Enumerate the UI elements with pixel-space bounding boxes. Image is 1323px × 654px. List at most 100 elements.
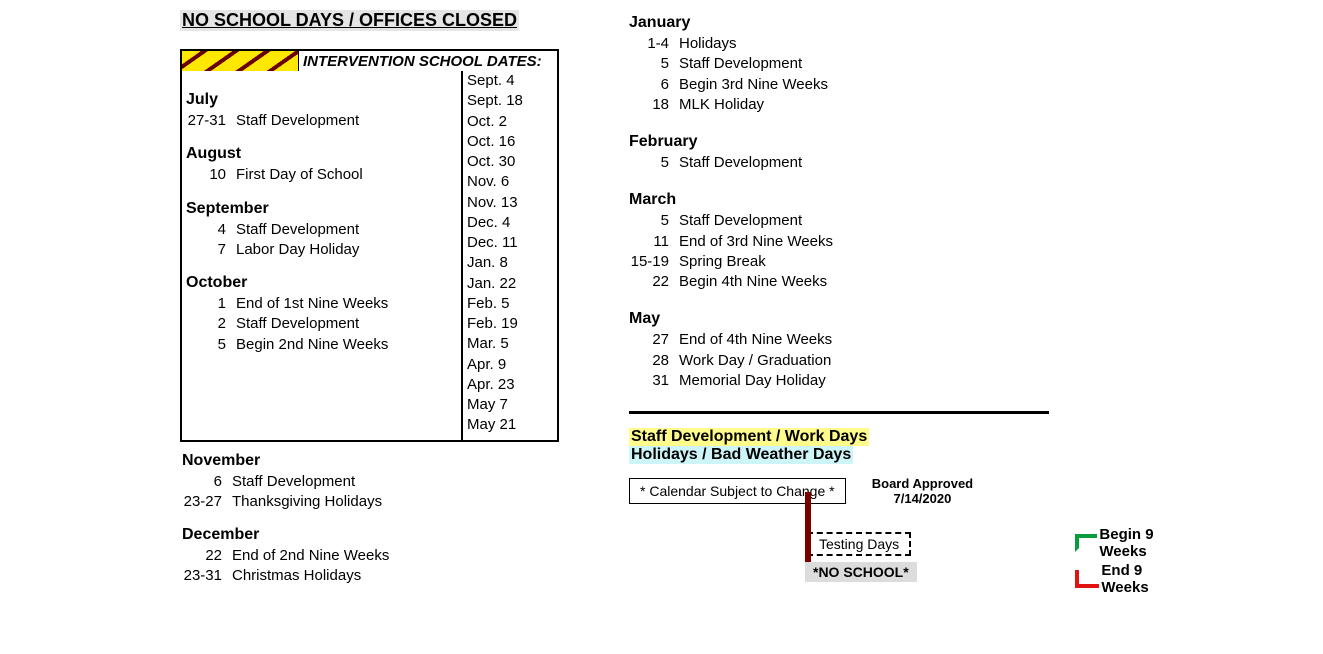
event-row: 6Staff Development [182,472,559,492]
event-day: 4 [186,220,236,240]
event-row: 15-19Spring Break [629,252,1049,272]
month-heading: July [186,91,455,109]
month-block: November6Staff Development23-27Thanksgiv… [182,452,559,513]
event-row: 1-4Holidays [629,34,1049,54]
event-text: Spring Break [679,252,766,272]
legend-separator [629,411,1049,414]
event-text: Begin 2nd Nine Weeks [236,335,388,355]
month-block: September 4Staff Development7Labor Day Ho… [186,200,455,261]
intervention-date: Dec. 11 [467,233,553,253]
event-text: Staff Development [679,54,802,74]
legend-holidays: Holidays / Bad Weather Days [629,446,853,464]
page-title: NO SCHOOL DAYS / OFFICES CLOSED [180,10,519,31]
intervention-date: Feb. 19 [467,314,553,334]
intervention-date: Jan. 8 [467,253,553,273]
event-day: 6 [182,472,232,492]
month-heading: November [182,452,559,470]
event-day: 22 [182,546,232,566]
event-row: 28Work Day / Graduation [629,351,1049,371]
event-row: 22End of 2nd Nine Weeks [182,546,559,566]
event-text: Staff Development [679,211,802,231]
event-row: 6Begin 3rd Nine Weeks [629,75,1049,95]
begin-9-weeks-icon [1075,534,1097,552]
month-block: May27End of 4th Nine Weeks28Work Day / G… [629,310,1049,391]
event-text: Begin 3rd Nine Weeks [679,75,828,95]
event-day: 22 [629,272,679,292]
event-day: 5 [186,335,236,355]
month-heading: September [186,200,455,218]
intervention-box: INTERVENTION SCHOOL DATES: July27-31Staf… [180,49,559,442]
event-row: 5Begin 2nd Nine Weeks [186,335,455,355]
event-text: Staff Development [232,472,355,492]
event-text: Staff Development [236,220,359,240]
event-row: 31Memorial Day Holiday [629,371,1049,391]
month-heading: January [629,14,1049,32]
event-day: 31 [629,371,679,391]
intervention-date: Sept. 18 [467,91,553,111]
hatch-pattern [182,51,299,71]
legend-begin-9-weeks: Begin 9 Weeks [1099,526,1160,560]
month-heading: August [186,145,455,163]
event-day: 5 [629,54,679,74]
month-block: October1End of 1st Nine Weeks2Staff Deve… [186,274,455,355]
event-row: 22Begin 4th Nine Weeks [629,272,1049,292]
event-row: 27-31Staff Development [186,111,455,131]
month-heading: March [629,191,1049,209]
intervention-dates-list: Sept. 4Sept. 18Oct. 2Oct. 16Oct. 30Nov. … [461,71,557,440]
legend-testing-days: Testing Days [807,532,911,556]
event-day: 1-4 [629,34,679,54]
event-day: 1 [186,294,236,314]
intervention-date: Mar. 5 [467,334,553,354]
intervention-date: Dec. 4 [467,213,553,233]
month-heading: December [182,526,559,544]
subject-to-change: * Calendar Subject to Change * [629,478,846,504]
board-approved: Board Approved 7/14/2020 [872,476,973,506]
event-text: Staff Development [679,153,802,173]
event-text: Staff Development [236,314,359,334]
event-day: 2 [186,314,236,334]
month-block: August10First Day of School [186,145,455,185]
event-text: Staff Development [236,111,359,131]
intervention-date: Apr. 23 [467,375,553,395]
event-row: 5Staff Development [629,211,1049,231]
event-row: 5Staff Development [629,153,1049,173]
event-text: End of 3rd Nine Weeks [679,232,833,252]
event-day: 27-31 [186,111,236,131]
month-block: March 5Staff Development11End of 3rd Nine… [629,191,1049,292]
event-text: End of 4th Nine Weeks [679,330,832,350]
event-text: Holidays [679,34,737,54]
intervention-date: Jan. 22 [467,274,553,294]
legend-end-9-weeks: End 9 Weeks [1101,562,1160,596]
event-day: 6 [629,75,679,95]
event-day: 5 [629,153,679,173]
event-text: Memorial Day Holiday [679,371,826,391]
event-day: 7 [186,240,236,260]
intervention-date: Oct. 16 [467,132,553,152]
event-day: 23-27 [182,492,232,512]
event-text: End of 2nd Nine Weeks [232,546,389,566]
event-day: 15-19 [629,252,679,272]
intervention-date: Apr. 9 [467,355,553,375]
month-heading: February [629,133,1049,151]
intervention-date: Sept. 4 [467,71,553,91]
month-block: December 22End of 2nd Nine Weeks23-31Chri… [182,526,559,587]
red-vertical-bar [805,492,811,562]
event-row: 23-31Christmas Holidays [182,566,559,586]
event-row: 27End of 4th Nine Weeks [629,330,1049,350]
intervention-date: May 7 [467,395,553,415]
intervention-date: May 21 [467,415,553,435]
month-block: January 1-4Holidays5Staff Development6Beg… [629,14,1049,115]
event-day: 28 [629,351,679,371]
intervention-date: Nov. 6 [467,172,553,192]
month-block: July 27-31Staff Development [186,91,455,131]
legend-staff-dev: Staff Development / Work Days [629,428,869,446]
event-text: Labor Day Holiday [236,240,359,260]
event-day: 27 [629,330,679,350]
event-day: 23-31 [182,566,232,586]
event-row: 18MLK Holiday [629,95,1049,115]
event-text: Christmas Holidays [232,566,361,586]
event-row: 1End of 1st Nine Weeks [186,294,455,314]
event-day: 10 [186,165,236,185]
event-row: 11End of 3rd Nine Weeks [629,232,1049,252]
event-day: 5 [629,211,679,231]
